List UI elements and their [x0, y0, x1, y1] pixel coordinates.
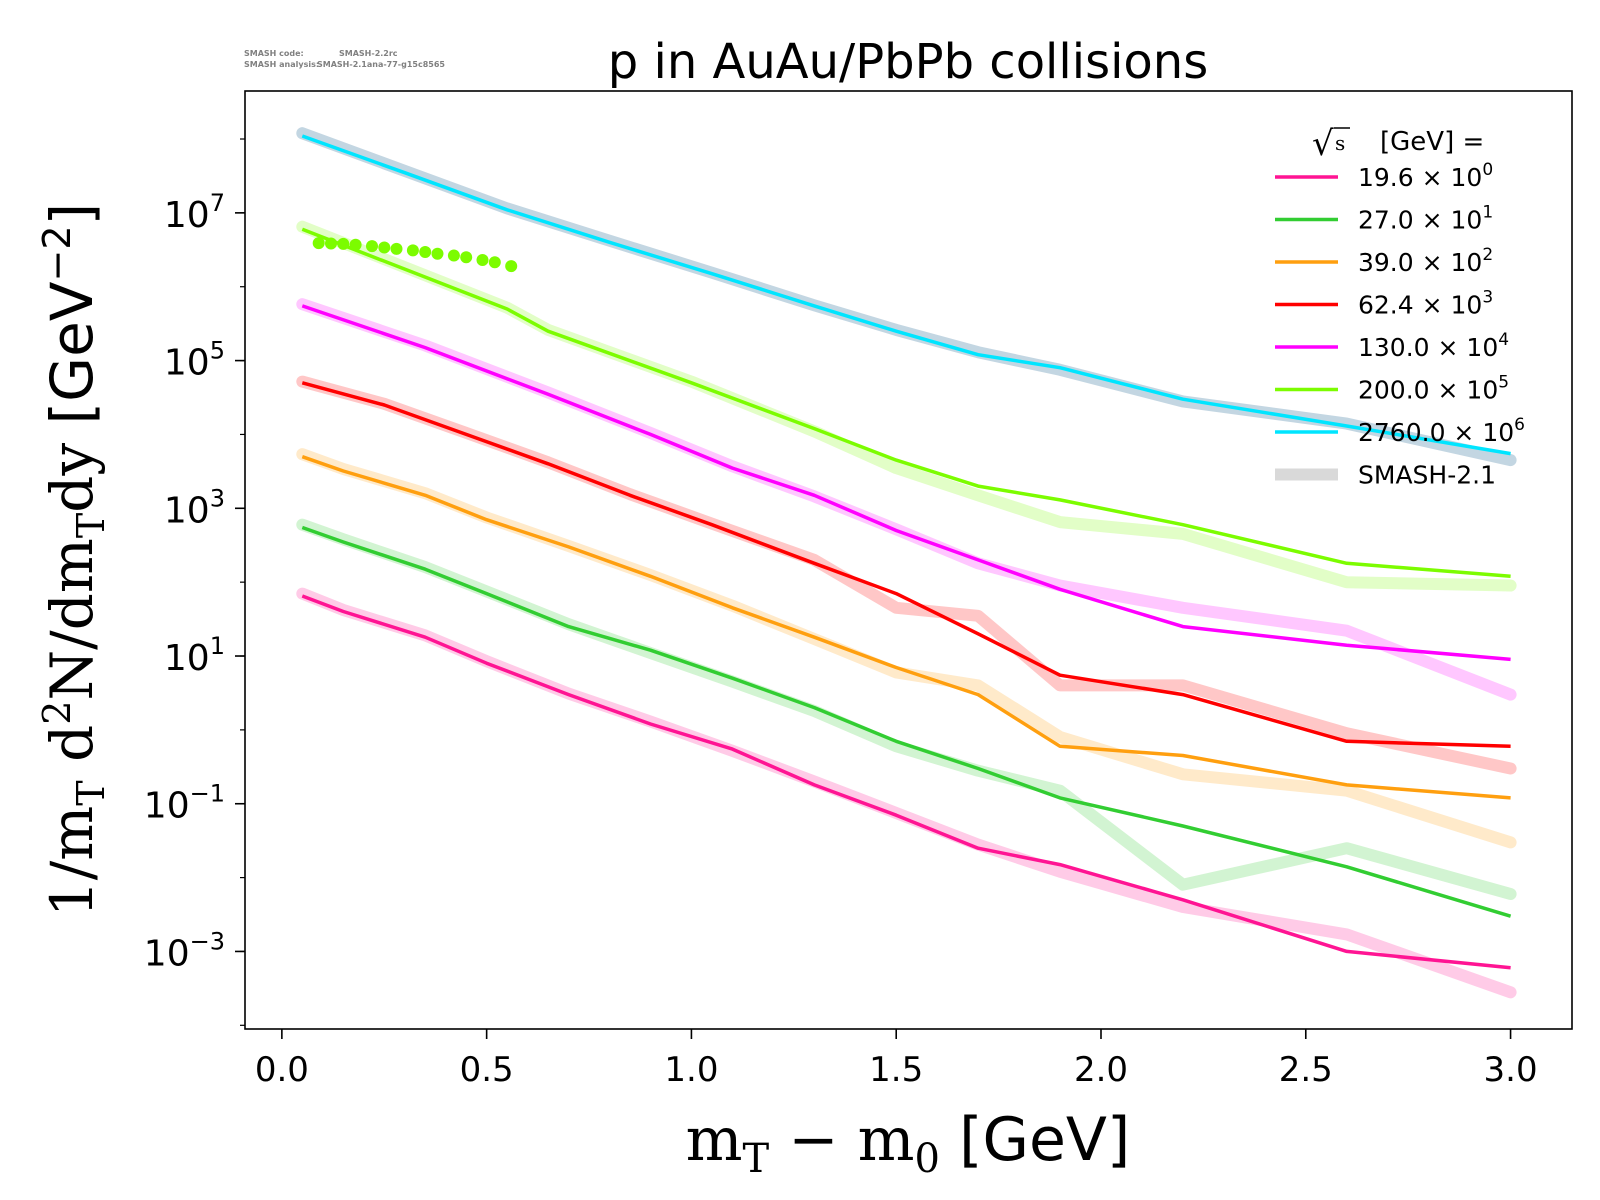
plot-frame [244, 90, 1573, 1030]
legend-label: 130.0 × 104 [1358, 330, 1509, 362]
y-tick-label: 10−3 [144, 927, 225, 974]
scatter-point [366, 240, 378, 253]
y-tick-label: 107 [164, 189, 225, 236]
legend-label: 2760.0 × 106 [1358, 415, 1525, 447]
series-line-2 [301, 525, 1512, 918]
legend-label-band: SMASH-2.1 [1358, 461, 1496, 490]
data-lines [301, 134, 1512, 970]
x-axis: 0.0 0.5 1.0 1.5 2.0 2.5 3.0 [255, 1029, 1538, 1090]
x-axis-label: mT − m0 [GeV] [686, 1105, 1131, 1182]
legend: √ s [GeV] = 19.6 × 100 27.0 × 101 39.0 × 1… [1275, 124, 1525, 490]
model-band-3 [296, 448, 1517, 849]
scatter-point [337, 237, 350, 250]
watermark: SMASH code: SMASH-2.2rc SMASH analysis: … [244, 49, 445, 69]
scatter-point [312, 237, 325, 250]
scatter-point [406, 244, 419, 257]
scatter-point [447, 249, 460, 262]
series-line-6 [301, 227, 1511, 579]
legend-title-unit: [GeV] = [1380, 127, 1484, 157]
series-line-3 [301, 455, 1511, 800]
scatter-point [325, 237, 337, 250]
legend-title: √ s [GeV] = [1312, 124, 1484, 164]
scatter-point [488, 256, 501, 269]
legend-label: 39.0 × 102 [1358, 245, 1493, 277]
watermark-analysis-value: SMASH-2.1ana-77-g15c8565 [317, 60, 445, 69]
scatter-point [505, 260, 518, 273]
watermark-code-value: SMASH-2.2rc [339, 49, 398, 58]
y-tick-label: 101 [164, 632, 225, 679]
legend-label: 200.0 × 105 [1358, 373, 1509, 405]
sqrt-symbol: √ [1312, 124, 1334, 164]
x-tick-label: 1.5 [869, 1050, 923, 1090]
model-band-2 [296, 518, 1517, 900]
sqrt-s-letter: s [1335, 131, 1345, 155]
y-axis-label: 1/mT d2N/dmTdy [GeV−2] [35, 203, 113, 917]
scatter-point [419, 246, 432, 258]
x-tick-label: 0.5 [460, 1050, 514, 1090]
y-tick-label: 103 [164, 484, 225, 531]
scatter-point [431, 247, 444, 260]
chart-title: p in AuAu/PbPb collisions [608, 34, 1208, 90]
scatter-point [390, 242, 403, 255]
y-tick-label: 105 [164, 337, 225, 384]
series-line-1 [301, 594, 1511, 970]
series-line-4 [301, 381, 1511, 749]
x-tick-label: 3.0 [1484, 1050, 1538, 1090]
x-tick-label: 2.0 [1074, 1050, 1128, 1090]
model-band-5 [296, 298, 1517, 701]
x-tick-label: 2.5 [1279, 1050, 1333, 1090]
x-tick-label: 1.0 [664, 1050, 718, 1090]
x-tick-label: 0.0 [255, 1050, 309, 1090]
y-axis: 107 105 103 101 10−1 10−3 [144, 138, 245, 1026]
scatter-point [378, 241, 391, 254]
scatter-points [312, 237, 518, 273]
legend-label: 27.0 × 101 [1358, 203, 1493, 235]
watermark-code-label: SMASH code: [244, 49, 304, 58]
legend-label: 62.4 × 103 [1358, 288, 1493, 320]
scatter-point [460, 251, 473, 264]
legend-items: 19.6 × 100 27.0 × 101 39.0 × 102 62.4 × 103… [1275, 160, 1525, 490]
y-tick-label: 10−1 [144, 780, 225, 827]
series-line-7 [301, 134, 1511, 456]
scatter-point [349, 238, 362, 251]
series-line-5 [301, 304, 1511, 662]
scatter-point [476, 254, 489, 266]
legend-label: 19.6 × 100 [1358, 160, 1493, 192]
watermark-analysis-label: SMASH analysis: [244, 60, 319, 69]
